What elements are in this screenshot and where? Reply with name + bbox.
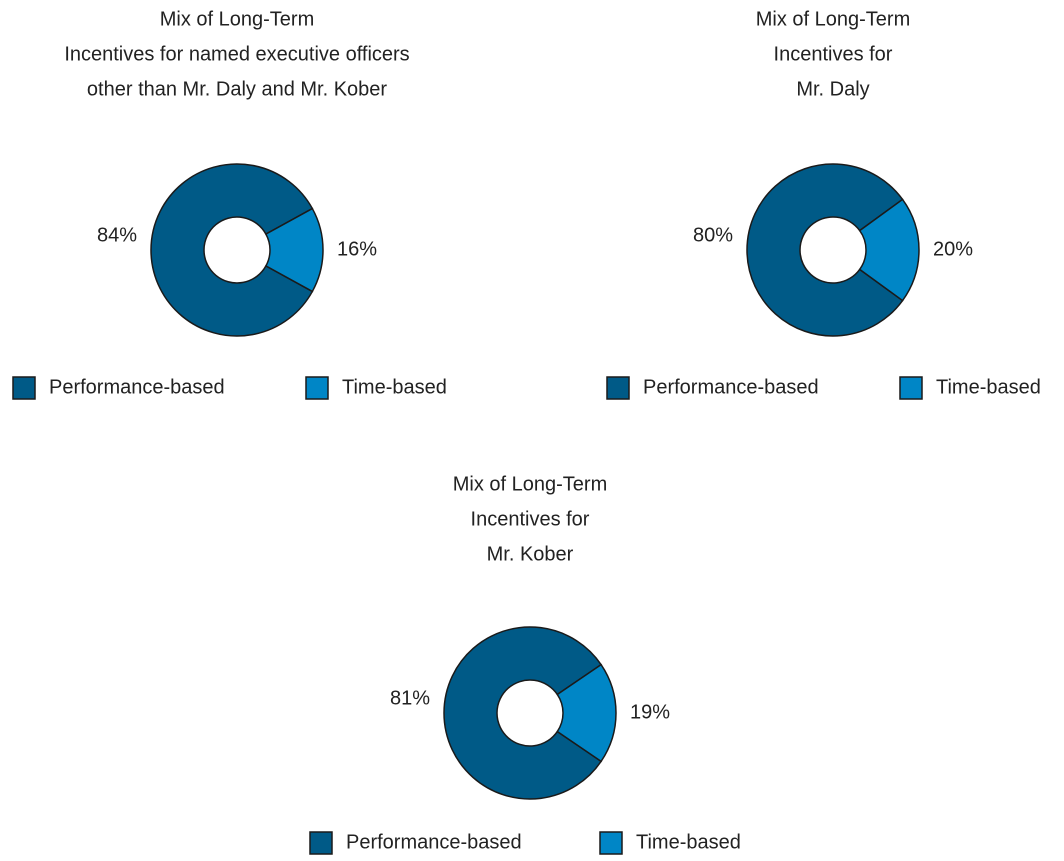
- chart-title: Mr. Daly: [796, 78, 869, 100]
- legend-label: Time-based: [342, 376, 447, 398]
- chart-title: Incentives for: [774, 43, 893, 65]
- legend-label: Performance-based: [643, 376, 819, 398]
- chart-title: Incentives for named executive officers: [64, 43, 409, 65]
- data-label: 19%: [630, 701, 670, 723]
- legend-label: Time-based: [936, 376, 1041, 398]
- legend-label: Time-based: [636, 831, 741, 853]
- chart-title: Incentives for: [471, 508, 590, 530]
- donut-slice: [858, 198, 920, 302]
- donut-slice: [556, 663, 617, 763]
- legend-swatch: [309, 831, 333, 855]
- legend-swatch: [599, 831, 623, 855]
- chart-title: Mix of Long-Term: [160, 8, 315, 30]
- data-label: 84%: [97, 224, 137, 246]
- legend-swatch: [12, 376, 36, 400]
- chart-title: Mr. Kober: [487, 543, 574, 565]
- legend-label: Performance-based: [49, 376, 225, 398]
- donut-slice: [264, 207, 324, 293]
- chart-title: Mix of Long-Term: [756, 8, 911, 30]
- donut-slice: [150, 163, 314, 337]
- donut-slice: [746, 163, 904, 337]
- donut-slice: [443, 626, 603, 800]
- legend-label: Performance-based: [346, 831, 522, 853]
- legend-swatch: [899, 376, 923, 400]
- chart-title: Mix of Long-Term: [453, 473, 608, 495]
- data-label: 80%: [693, 224, 733, 246]
- legend-swatch: [606, 376, 630, 400]
- data-label: 16%: [337, 238, 377, 260]
- chart-title: other than Mr. Daly and Mr. Kober: [87, 78, 387, 100]
- data-label: 20%: [933, 238, 973, 260]
- legend-swatch: [305, 376, 329, 400]
- data-label: 81%: [390, 687, 430, 709]
